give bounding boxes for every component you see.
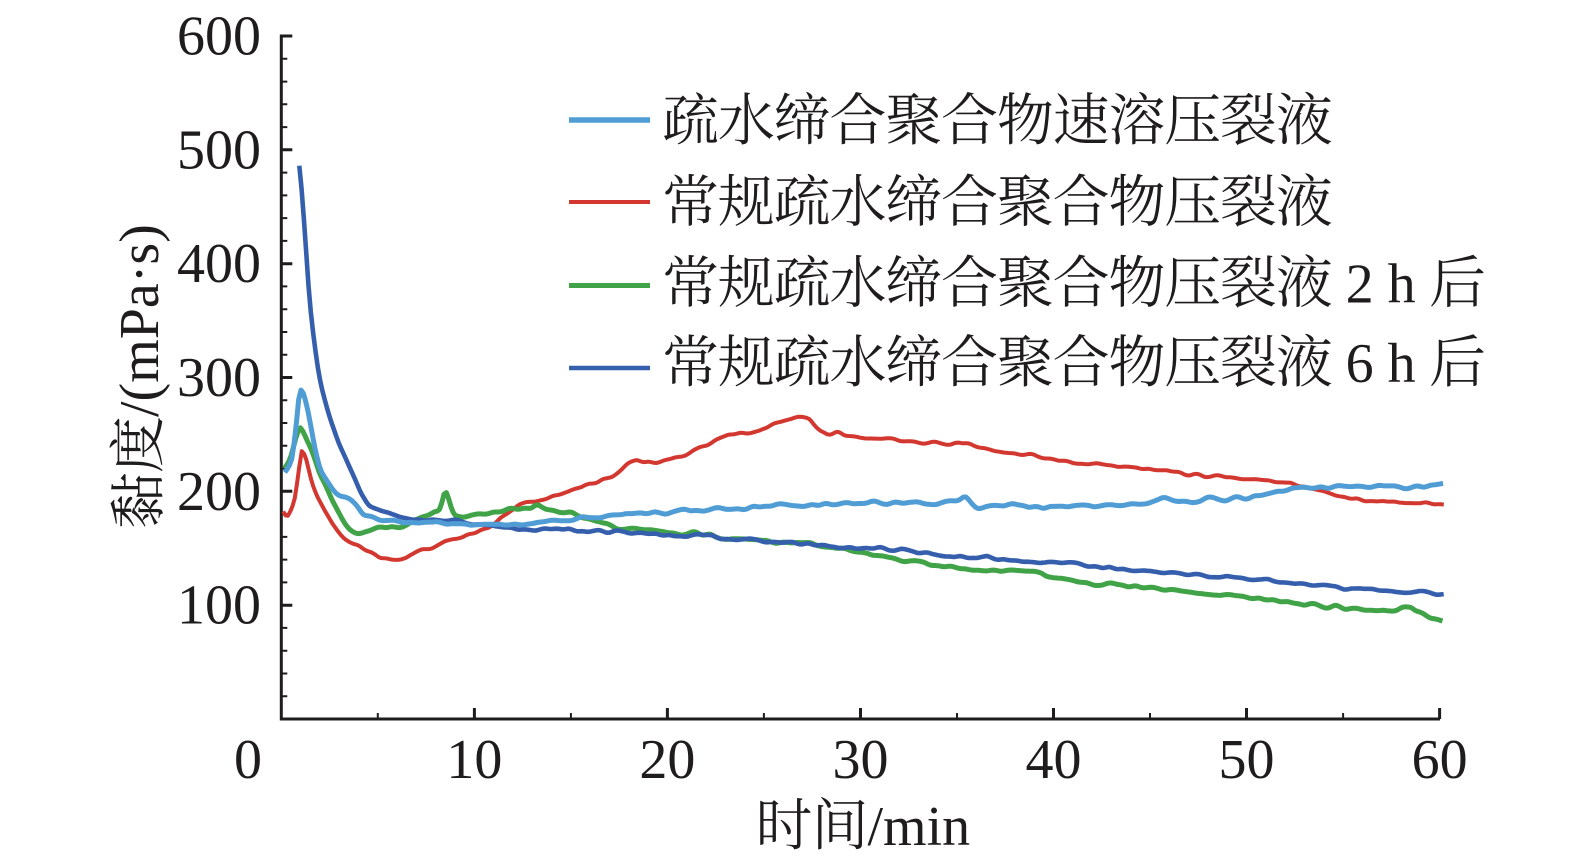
svg-text:6 h: 6 h bbox=[1346, 333, 1416, 395]
svg-text:2 h: 2 h bbox=[1346, 254, 1416, 316]
svg-text:/min: /min bbox=[868, 796, 971, 858]
svg-text:/(mPa·s): /(mPa·s) bbox=[109, 224, 171, 417]
svg-text:20: 20 bbox=[639, 729, 695, 791]
svg-text:200: 200 bbox=[177, 461, 261, 523]
svg-text:300: 300 bbox=[177, 347, 261, 409]
svg-text:600: 600 bbox=[177, 6, 261, 68]
svg-text:500: 500 bbox=[177, 119, 261, 181]
svg-text:40: 40 bbox=[1026, 729, 1082, 791]
svg-text:60: 60 bbox=[1412, 729, 1468, 791]
svg-text:10: 10 bbox=[446, 729, 502, 791]
svg-text:100: 100 bbox=[177, 575, 261, 637]
svg-text:30: 30 bbox=[832, 729, 888, 791]
svg-text:400: 400 bbox=[177, 233, 261, 295]
svg-text:0: 0 bbox=[234, 729, 262, 791]
svg-text:50: 50 bbox=[1219, 729, 1275, 791]
